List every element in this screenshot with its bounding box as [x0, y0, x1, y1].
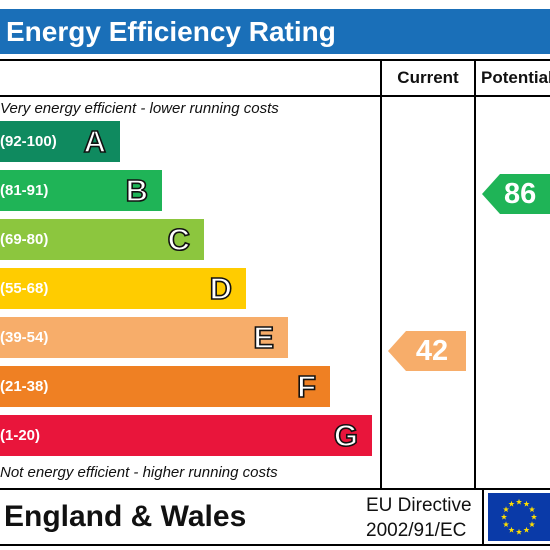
frame-footer-top-line [0, 488, 550, 490]
page-title: Energy Efficiency Rating [6, 16, 336, 47]
band-letter: F [296, 368, 317, 405]
potential-rating-value: 86 [504, 178, 537, 210]
eu-star-icon [508, 526, 515, 533]
header-bar: Energy Efficiency Rating [0, 9, 550, 54]
eu-star-icon [530, 513, 538, 520]
current-column-heading: Current [397, 68, 459, 87]
band-g: (1-20) G [0, 415, 372, 456]
band-d: (55-68) D [0, 268, 246, 309]
potential-column-heading: Potential [481, 68, 550, 87]
band-letter: B [125, 172, 149, 209]
band-range-label: (39-54) [0, 329, 49, 346]
band-f: (21-38) F [0, 366, 330, 407]
eu-star-icon [515, 498, 523, 505]
country-label: England & Wales [4, 500, 247, 533]
band-letter: D [209, 270, 233, 307]
frame-header-divider [0, 95, 550, 97]
band-letter: E [253, 319, 275, 356]
frame-current-divider [380, 59, 382, 490]
band-letter: A [83, 123, 107, 160]
eu-star-icon [528, 521, 536, 528]
frame-top-line [0, 59, 550, 61]
efficient-note: Very energy efficient - lower running co… [0, 100, 279, 117]
band-letter: C [167, 221, 191, 258]
potential-rating-arrow: 86 [482, 174, 550, 214]
eu-flag-stars [500, 498, 538, 535]
frame-bottom-line [0, 544, 550, 546]
band-c: (69-80) C [0, 219, 204, 260]
eu-star-icon [528, 506, 536, 513]
eu-star-icon [523, 500, 530, 507]
eu-directive-label: EU Directive 2002/91/EC [366, 493, 482, 543]
band-letter: G [333, 417, 359, 454]
frame-footer-divider [482, 489, 484, 545]
current-rating-value: 42 [415, 335, 449, 367]
band-e: (39-54) E [0, 317, 288, 358]
eu-star-icon [508, 500, 515, 507]
eu-directive-line1: EU Directive [366, 495, 472, 516]
band-a: (92-100) A [0, 121, 120, 162]
inefficient-note: Not energy efficient - higher running co… [0, 464, 278, 481]
band-range-label: (55-68) [0, 280, 49, 297]
eu-star-icon [515, 528, 523, 535]
band-b: (81-91) B [0, 170, 162, 211]
current-arrow-shape [388, 331, 466, 371]
band-range-label: (81-91) [0, 182, 49, 199]
band-range-label: (92-100) [0, 133, 57, 150]
eu-star-icon [502, 506, 510, 513]
band-range-label: (21-38) [0, 378, 49, 395]
current-rating-arrow: 42 [388, 331, 466, 371]
frame-potential-divider [474, 59, 476, 490]
eu-star-icon [523, 526, 530, 533]
eu-star-icon [500, 513, 508, 520]
eu-flag-icon [488, 493, 550, 541]
band-range-label: (69-80) [0, 231, 49, 248]
eu-star-icon [502, 521, 510, 528]
eu-directive-line2: 2002/91/EC [366, 520, 467, 541]
band-range-label: (1-20) [0, 427, 41, 444]
potential-arrow-shape [482, 174, 550, 214]
